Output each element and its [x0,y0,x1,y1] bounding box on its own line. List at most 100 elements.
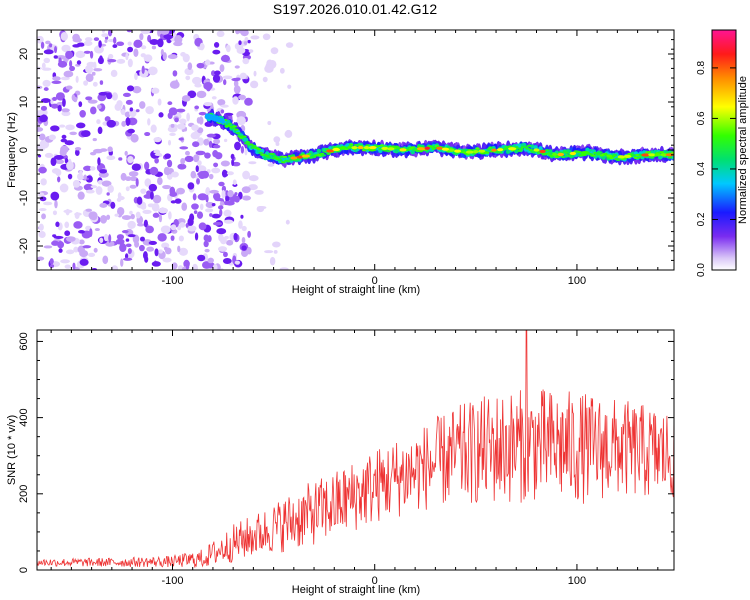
spectrogram-ridge-cell [285,160,291,163]
spectrogram-noise-blob [102,255,109,265]
spectrogram-noise-blob [174,117,179,123]
spectrogram-noise-blob [225,200,235,206]
spectrogram-noise-blob [179,118,187,124]
spectrogram-noise-blob [124,253,129,260]
spectrogram-noise-blob [172,70,178,77]
spectrogram-noise-blob [196,211,204,219]
x-tick-label: 0 [372,275,378,287]
spectrogram-noise-blob [191,203,199,210]
spectrogram-noise-blob [177,265,184,270]
spectrogram-noise-blob [78,101,83,108]
spectrogram-noise-blob [143,54,153,62]
spectrogram-noise-blob [152,212,160,218]
spectrogram-noise-blob [198,170,207,180]
spectrogram-noise-blob [127,220,136,229]
figure-title: S197.2026.010.01.42.G12 [273,1,437,17]
spectrogram-noise-blob [267,163,275,167]
spectrogram-noise-blob [57,104,62,112]
spectrogram-noise-blob [61,44,71,53]
spectrogram-noise-blob [76,122,86,129]
spectrogram-noise-blob [145,225,154,234]
spectrogram-ridge-cell [290,154,296,157]
spectrogram-noise-blob [89,50,94,59]
spectrogram-noise-blob [191,124,199,131]
spectrogram-y-axis-title: Frequency (Hz) [6,112,18,188]
spectrogram-noise-blob [45,40,51,45]
spectrogram-noise-blob [137,41,143,47]
spectrogram-noise-blob [223,79,227,86]
spectrogram-noise-blob [194,232,199,241]
spectrogram-peak-cell [424,146,430,150]
spectrogram-noise-blob [196,62,205,69]
spectrogram-ridge-cell [311,156,317,159]
spectrogram-noise-blob [50,191,60,201]
spectrogram-ridge-cell [410,146,415,149]
spectrogram-peak-cell [296,155,304,159]
spectrogram-ridge-cell [484,151,490,154]
spectrogram-noise-blob [208,140,213,148]
spectrogram-noise-blob [279,67,285,74]
y-tick-label: 0 [18,567,30,573]
spectrogram-noise-blob [234,65,240,69]
spectrogram-peak-cell [497,148,504,152]
spectrogram-noise-blob [241,236,246,244]
spectrogram-noise-blob [54,45,58,54]
spectrogram-noise-blob [98,40,102,48]
spectrogram-noise-blob [110,201,116,209]
spectrogram-noise-blob [242,195,252,201]
spectrogram-noise-blob [52,76,61,81]
spectrogram-noise-blob [149,38,159,45]
spectrogram-noise-blob [73,96,78,103]
spectrogram-noise-blob [157,38,164,48]
spectrogram-noise-blob [267,121,272,126]
spectrogram-noise-blob [220,54,231,63]
spectrogram-noise-blob [243,41,248,45]
spectrogram-noise-blob [40,178,47,186]
spectrogram-noise-blob [37,127,44,132]
x-tick-label: 0 [372,575,378,587]
spectrogram-noise-blob [236,116,246,126]
spectrogram-noise-blob [270,47,279,55]
spectrogram-noise-blob [77,175,85,180]
spectrogram-noise-blob [241,186,251,194]
spectrogram-noise-blob [250,80,259,89]
spectrogram-noise-blob [125,176,132,182]
spectrogram-noise-blob [213,221,223,226]
spectrogram-noise-blob [180,52,186,57]
spectrogram-noise-blob [248,161,257,165]
spectrogram-noise-blob [125,238,130,242]
spectrogram-noise-blob [220,237,227,245]
spectrogram-noise-blob [72,262,76,270]
spectrogram-noise-blob [107,146,113,153]
x-tick-label: -100 [161,275,183,287]
spectrogram-noise-blob [75,75,79,83]
spectrogram-noise-blob [129,184,137,189]
spectrogram-noise-blob [160,225,171,234]
spectrogram-noise-blob [143,219,148,228]
spectrogram-noise-blob [64,221,70,229]
spectrogram-noise-blob [133,48,139,57]
spectrogram-noise-blob [120,172,127,181]
spectrogram-noise-blob [157,233,167,242]
spectrogram-noise-blob [250,35,260,40]
spectrogram-ridge-cell [646,150,652,154]
spectrogram-noise-blob [98,91,108,96]
spectrogram-ridge-cell [282,155,288,158]
spectrogram-noise-blob [86,61,96,68]
spectrogram-noise-blob [38,208,47,212]
spectrogram-noise-blob [89,151,97,156]
spectrogram-noise-blob [126,30,132,33]
spectrogram-noise-blob [131,163,142,171]
spectrogram-noise-blob [104,39,108,44]
spectrogram-peak-cell [478,149,486,153]
spectrogram-noise-blob [211,213,221,219]
spectrogram-noise-blob [124,150,128,156]
spectrogram-noise-blob [60,76,70,81]
spectrogram-noise-blob [203,138,210,146]
spectrogram-noise-blob [52,96,58,101]
spectrogram-ridge-cell [263,155,268,161]
spectrogram-noise-blob [97,157,101,166]
spectrogram-noise-blob [198,111,207,116]
